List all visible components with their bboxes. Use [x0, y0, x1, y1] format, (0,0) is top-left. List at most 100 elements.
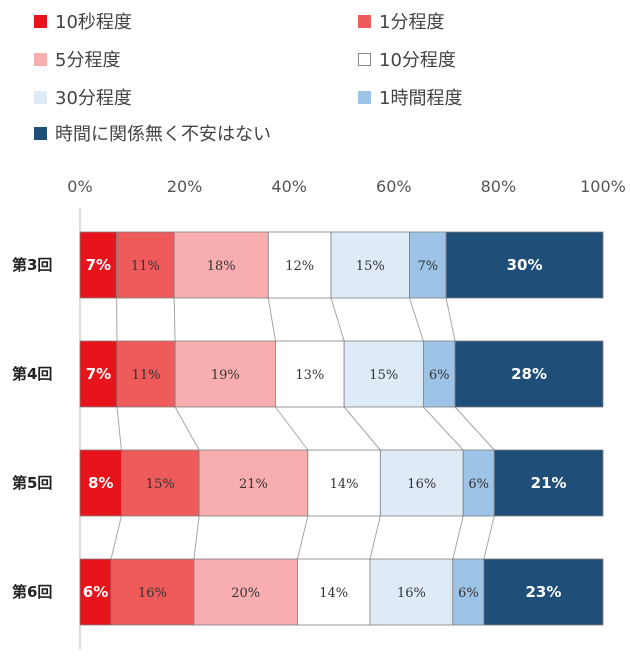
legend-swatch	[358, 52, 371, 66]
bar-segment	[369, 558, 454, 626]
data-label: 15%	[369, 368, 398, 383]
data-label: 16%	[397, 586, 426, 601]
series-connector-line	[409, 297, 424, 342]
data-label: 7%	[86, 256, 111, 274]
data-label: 19%	[211, 368, 240, 383]
series-connector-line	[483, 515, 495, 560]
stacked-bar-chart: 0% 20% 40% 60% 80% 100% 第3回 7% 11% 18% 12% 15% 7% 30%…	[12, 177, 626, 650]
data-label: 14%	[330, 477, 359, 492]
x-tick-label: 60%	[376, 177, 412, 196]
data-label: 30%	[507, 256, 543, 274]
category-label: 第4回	[12, 365, 52, 383]
bar-segment	[121, 449, 200, 517]
data-label: 7%	[86, 365, 111, 383]
series-connector-line	[423, 406, 464, 451]
data-label: 16%	[407, 477, 436, 492]
legend-item: 1時間程度	[358, 84, 462, 110]
bar-segment	[116, 231, 175, 299]
data-label: 11%	[132, 368, 161, 383]
series-connector-line	[173, 297, 176, 342]
series-connector-line	[174, 406, 200, 451]
data-label: 23%	[525, 583, 561, 601]
legend-swatch	[34, 90, 47, 104]
legend-item: 1分程度	[358, 8, 444, 34]
legend-swatch	[358, 90, 371, 104]
chart-legend: 10秒程度 1分程度 5分程度 10分程度 30分程度 1時間程度時間に関係無く不安はない	[0, 0, 630, 150]
bar-segment	[297, 558, 371, 626]
data-label: 6%	[83, 583, 108, 601]
bar-segment	[452, 558, 485, 626]
category-label: 第6回	[12, 583, 52, 601]
data-label: 6%	[429, 368, 450, 383]
data-label: 12%	[285, 259, 314, 274]
legend-item: 30分程度	[34, 84, 132, 110]
bar-segment	[422, 340, 456, 408]
data-label: 21%	[239, 477, 268, 492]
bar-segment	[307, 449, 381, 517]
series-connector-line	[296, 515, 309, 560]
legend-item: 時間に関係無く不安はない	[34, 120, 271, 146]
data-label: 6%	[458, 586, 479, 601]
data-label: 28%	[511, 365, 547, 383]
series-connector-line	[343, 406, 381, 451]
legend-swatch	[34, 52, 47, 66]
bar-segment	[445, 231, 604, 299]
data-label: 18%	[207, 259, 236, 274]
bar-segment	[379, 449, 464, 517]
legend-label: 1分程度	[379, 12, 445, 33]
legend-swatch	[34, 126, 47, 140]
legend-item: 10秒程度	[34, 8, 132, 34]
data-label: 14%	[319, 586, 348, 601]
bar-segment	[174, 340, 276, 408]
data-label: 15%	[356, 259, 385, 274]
bar-segment	[275, 340, 345, 408]
bar-segment	[116, 340, 176, 408]
data-label: 15%	[146, 477, 175, 492]
bar-segment	[198, 449, 309, 517]
data-label: 6%	[468, 477, 489, 492]
category-label: 第3回	[12, 256, 52, 274]
series-connector-line	[330, 297, 345, 342]
series-connector-line	[193, 515, 200, 560]
bar-segment	[193, 558, 298, 626]
legend-label: 1時間程度	[379, 88, 463, 109]
legend-label: 5分程度	[55, 50, 121, 71]
series-connector-line	[110, 515, 122, 560]
series-connector-line	[445, 297, 456, 342]
series-connector-line	[369, 515, 381, 560]
data-label: 7%	[417, 259, 438, 274]
data-label: 13%	[295, 368, 324, 383]
data-label: 11%	[131, 259, 160, 274]
legend-item: 10分程度	[358, 46, 456, 72]
bar-segment	[79, 449, 122, 517]
legend-label: 時間に関係無く不安はない	[55, 124, 271, 145]
data-label: 16%	[138, 586, 167, 601]
bar-segment	[483, 558, 604, 626]
category-label: 第5回	[12, 474, 52, 492]
series-connector-line	[275, 406, 309, 451]
bar-segment	[454, 340, 604, 408]
data-label: 8%	[88, 474, 113, 492]
series-connector-line	[116, 406, 122, 451]
bar-segment	[343, 340, 424, 408]
legend-label: 10秒程度	[55, 12, 132, 33]
legend-label: 10分程度	[379, 50, 456, 71]
data-label: 20%	[231, 586, 260, 601]
legend-item: 5分程度	[34, 46, 120, 72]
bar-segment	[462, 449, 495, 517]
legend-swatch	[358, 14, 371, 28]
x-tick-label: 20%	[167, 177, 203, 196]
legend-swatch	[34, 14, 47, 28]
series-connector-line	[267, 297, 276, 342]
legend-label: 30分程度	[55, 88, 132, 109]
series-connector-line	[454, 406, 495, 451]
data-label: 21%	[531, 474, 567, 492]
x-tick-label: 80%	[481, 177, 517, 196]
series-connector-line	[452, 515, 464, 560]
bar-segment	[493, 449, 604, 517]
x-tick-label: 40%	[271, 177, 307, 196]
bar-segment	[110, 558, 195, 626]
x-tick-label: 100%	[580, 177, 626, 196]
bar-segment	[409, 231, 447, 299]
x-tick-label: 0%	[67, 177, 92, 196]
